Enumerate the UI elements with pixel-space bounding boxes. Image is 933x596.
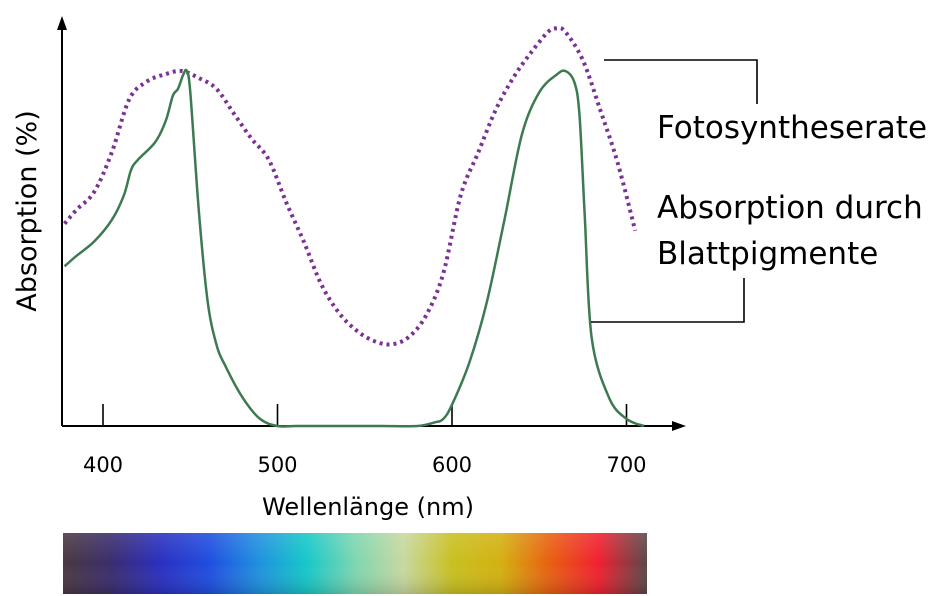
x-tick-label-400: 400	[83, 453, 123, 477]
legend-leader-absorption	[591, 278, 745, 323]
x-tick-labels: 400 500 600 700	[83, 453, 647, 477]
x-axis-title: Wellenlänge (nm)	[262, 493, 474, 521]
legend-label-absorption-line-2: Blattpigmente	[657, 236, 878, 272]
y-axis-title: Absorption (%)	[12, 110, 43, 311]
series-line-fotosyntheserate	[63, 26, 638, 347]
x-tick-label-600: 600	[432, 453, 472, 477]
legend-label-fotosyntheserate: Fotosyntheserate	[657, 110, 927, 146]
y-axis-arrow	[57, 16, 67, 30]
x-axis-arrow	[672, 421, 686, 431]
x-tick-label-500: 500	[257, 453, 297, 477]
legend-label-absorption-line-1: Absorption durch	[657, 190, 923, 226]
legend-leader-fotosyntheserate	[604, 59, 758, 104]
series-line-absorption	[63, 68, 645, 428]
x-tick-label-700: 700	[606, 453, 646, 477]
x-ticks	[102, 404, 628, 426]
color-spectrum-shading	[63, 533, 647, 594]
